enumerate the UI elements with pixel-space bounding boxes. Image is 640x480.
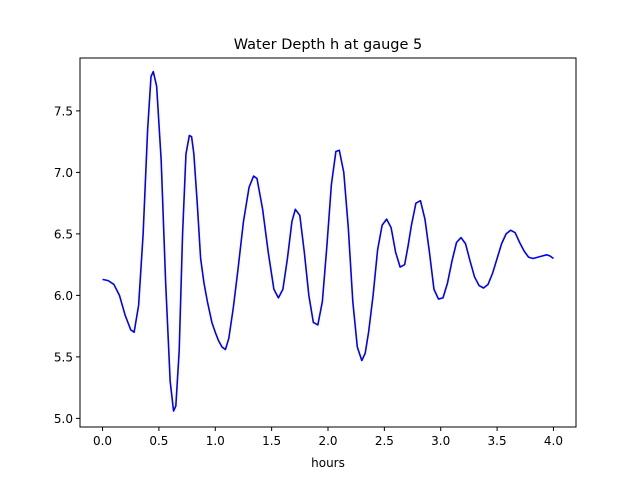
x-tick-label: 4.0 — [544, 434, 563, 448]
x-tick-label: 0.5 — [149, 434, 168, 448]
chart-title: Water Depth h at gauge 5 — [234, 37, 422, 53]
y-tick-label: 5.5 — [54, 350, 73, 364]
y-axis-ticks: 5.0 5.5 6.0 6.5 7.0 7.5 — [54, 104, 80, 426]
x-axis-label: hours — [311, 456, 345, 470]
x-axis-ticks: 0.0 0.5 1.0 1.5 2.0 2.5 3.0 3.5 4.0 — [93, 427, 563, 448]
series-line-0 — [102, 70, 554, 412]
y-tick-label: 7.0 — [54, 166, 73, 180]
x-tick-label: 1.5 — [262, 434, 281, 448]
y-tick-label: 7.5 — [54, 104, 73, 118]
x-tick-label: 2.0 — [318, 434, 337, 448]
x-tick-label: 3.5 — [488, 434, 507, 448]
x-tick-label: 3.0 — [431, 434, 450, 448]
x-tick-label: 1.0 — [206, 434, 225, 448]
y-tick-label: 6.0 — [54, 289, 73, 303]
x-tick-label: 0.0 — [93, 434, 112, 448]
y-tick-label: 6.5 — [54, 227, 73, 241]
x-tick-label: 2.5 — [375, 434, 394, 448]
plot-series-group — [102, 70, 554, 412]
y-tick-label: 5.0 — [54, 412, 73, 426]
